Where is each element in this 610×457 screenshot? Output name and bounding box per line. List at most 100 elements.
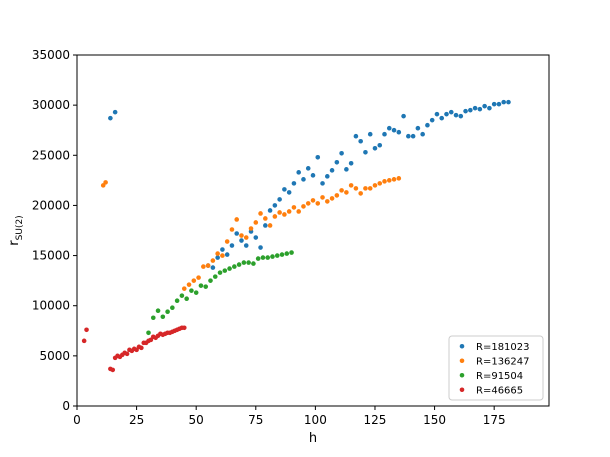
data-point bbox=[463, 108, 468, 114]
data-point bbox=[196, 275, 201, 280]
data-point bbox=[170, 305, 175, 311]
data-point bbox=[272, 203, 278, 208]
legend-label: R=91504 bbox=[476, 371, 523, 382]
data-point bbox=[305, 201, 311, 206]
data-point bbox=[246, 260, 251, 265]
data-point bbox=[215, 255, 220, 260]
data-point bbox=[291, 205, 297, 210]
data-point bbox=[243, 243, 249, 248]
data-point bbox=[193, 290, 199, 295]
data-point bbox=[310, 173, 316, 178]
data-point bbox=[386, 125, 392, 131]
data-point bbox=[160, 314, 166, 320]
data-point bbox=[253, 220, 259, 225]
data-point bbox=[439, 115, 445, 121]
data-point bbox=[329, 168, 335, 173]
data-point bbox=[334, 193, 340, 198]
data-point bbox=[458, 113, 464, 119]
x-tick-label: 125 bbox=[364, 413, 387, 427]
y-tick-label: 35000 bbox=[32, 48, 70, 62]
legend-label: R=136247 bbox=[476, 356, 530, 367]
data-point bbox=[234, 231, 240, 236]
y-tick-label: 30000 bbox=[32, 98, 70, 112]
data-point bbox=[260, 255, 266, 260]
data-point bbox=[139, 345, 144, 351]
data-point bbox=[367, 186, 373, 191]
data-point bbox=[201, 264, 206, 269]
data-point bbox=[267, 223, 273, 228]
y-tick-label: 15000 bbox=[32, 249, 70, 263]
data-point bbox=[155, 308, 161, 314]
data-point bbox=[124, 351, 130, 357]
data-point bbox=[377, 181, 383, 186]
data-point bbox=[258, 211, 263, 216]
data-point bbox=[320, 181, 325, 186]
data-point bbox=[210, 265, 216, 270]
y-axis-label-subscript: SU(2) bbox=[15, 215, 25, 240]
data-point bbox=[410, 133, 416, 139]
data-point bbox=[270, 254, 275, 259]
data-point bbox=[487, 105, 492, 111]
data-point bbox=[84, 327, 89, 333]
data-point bbox=[181, 286, 187, 291]
data-point bbox=[150, 315, 156, 321]
data-point bbox=[289, 250, 294, 255]
data-point bbox=[382, 179, 387, 184]
data-point bbox=[377, 142, 383, 148]
data-point bbox=[224, 239, 230, 244]
x-tick-label: 75 bbox=[248, 413, 263, 427]
data-point bbox=[310, 198, 316, 203]
data-point bbox=[329, 196, 335, 201]
data-point bbox=[305, 166, 311, 171]
y-axis-label-base: r bbox=[7, 240, 22, 246]
data-point bbox=[496, 101, 502, 107]
data-point bbox=[239, 233, 244, 238]
data-point bbox=[229, 227, 235, 232]
data-point bbox=[401, 113, 406, 119]
data-point bbox=[348, 161, 354, 166]
data-point bbox=[353, 186, 359, 191]
data-point bbox=[444, 111, 449, 117]
data-point bbox=[320, 195, 325, 200]
data-point bbox=[477, 106, 483, 112]
legend-item: R=91504 bbox=[459, 371, 523, 382]
data-point bbox=[325, 199, 330, 204]
data-point bbox=[274, 253, 280, 258]
data-point bbox=[165, 309, 170, 315]
data-point bbox=[491, 101, 497, 107]
data-point bbox=[358, 191, 363, 196]
data-point bbox=[282, 212, 287, 217]
y-tick-label: 0 bbox=[62, 399, 70, 413]
data-point bbox=[272, 214, 278, 219]
legend-marker bbox=[459, 372, 465, 378]
data-point bbox=[222, 268, 228, 273]
axes bbox=[76, 54, 550, 407]
data-point bbox=[339, 150, 344, 156]
data-point bbox=[112, 109, 118, 115]
data-point bbox=[301, 177, 306, 182]
data-point bbox=[301, 204, 306, 209]
data-point bbox=[265, 255, 271, 260]
data-point bbox=[315, 201, 321, 206]
legend-label: R=46665 bbox=[476, 385, 523, 396]
data-point bbox=[315, 154, 321, 160]
data-point bbox=[286, 209, 292, 214]
data-point bbox=[363, 149, 368, 155]
data-point bbox=[174, 298, 180, 304]
data-point bbox=[277, 197, 282, 202]
y-tick-label: 20000 bbox=[32, 198, 70, 212]
data-point bbox=[429, 117, 435, 123]
x-tick-label: 100 bbox=[304, 413, 327, 427]
data-point bbox=[434, 111, 440, 117]
data-point bbox=[363, 186, 368, 191]
data-point bbox=[241, 260, 247, 265]
data-point bbox=[472, 105, 478, 111]
x-tick-label: 25 bbox=[129, 413, 144, 427]
data-point bbox=[198, 283, 204, 288]
data-point bbox=[367, 131, 373, 137]
data-point bbox=[284, 251, 290, 256]
series-0 bbox=[108, 99, 511, 270]
data-point bbox=[267, 208, 273, 213]
data-point bbox=[344, 167, 349, 172]
data-point bbox=[334, 160, 340, 165]
